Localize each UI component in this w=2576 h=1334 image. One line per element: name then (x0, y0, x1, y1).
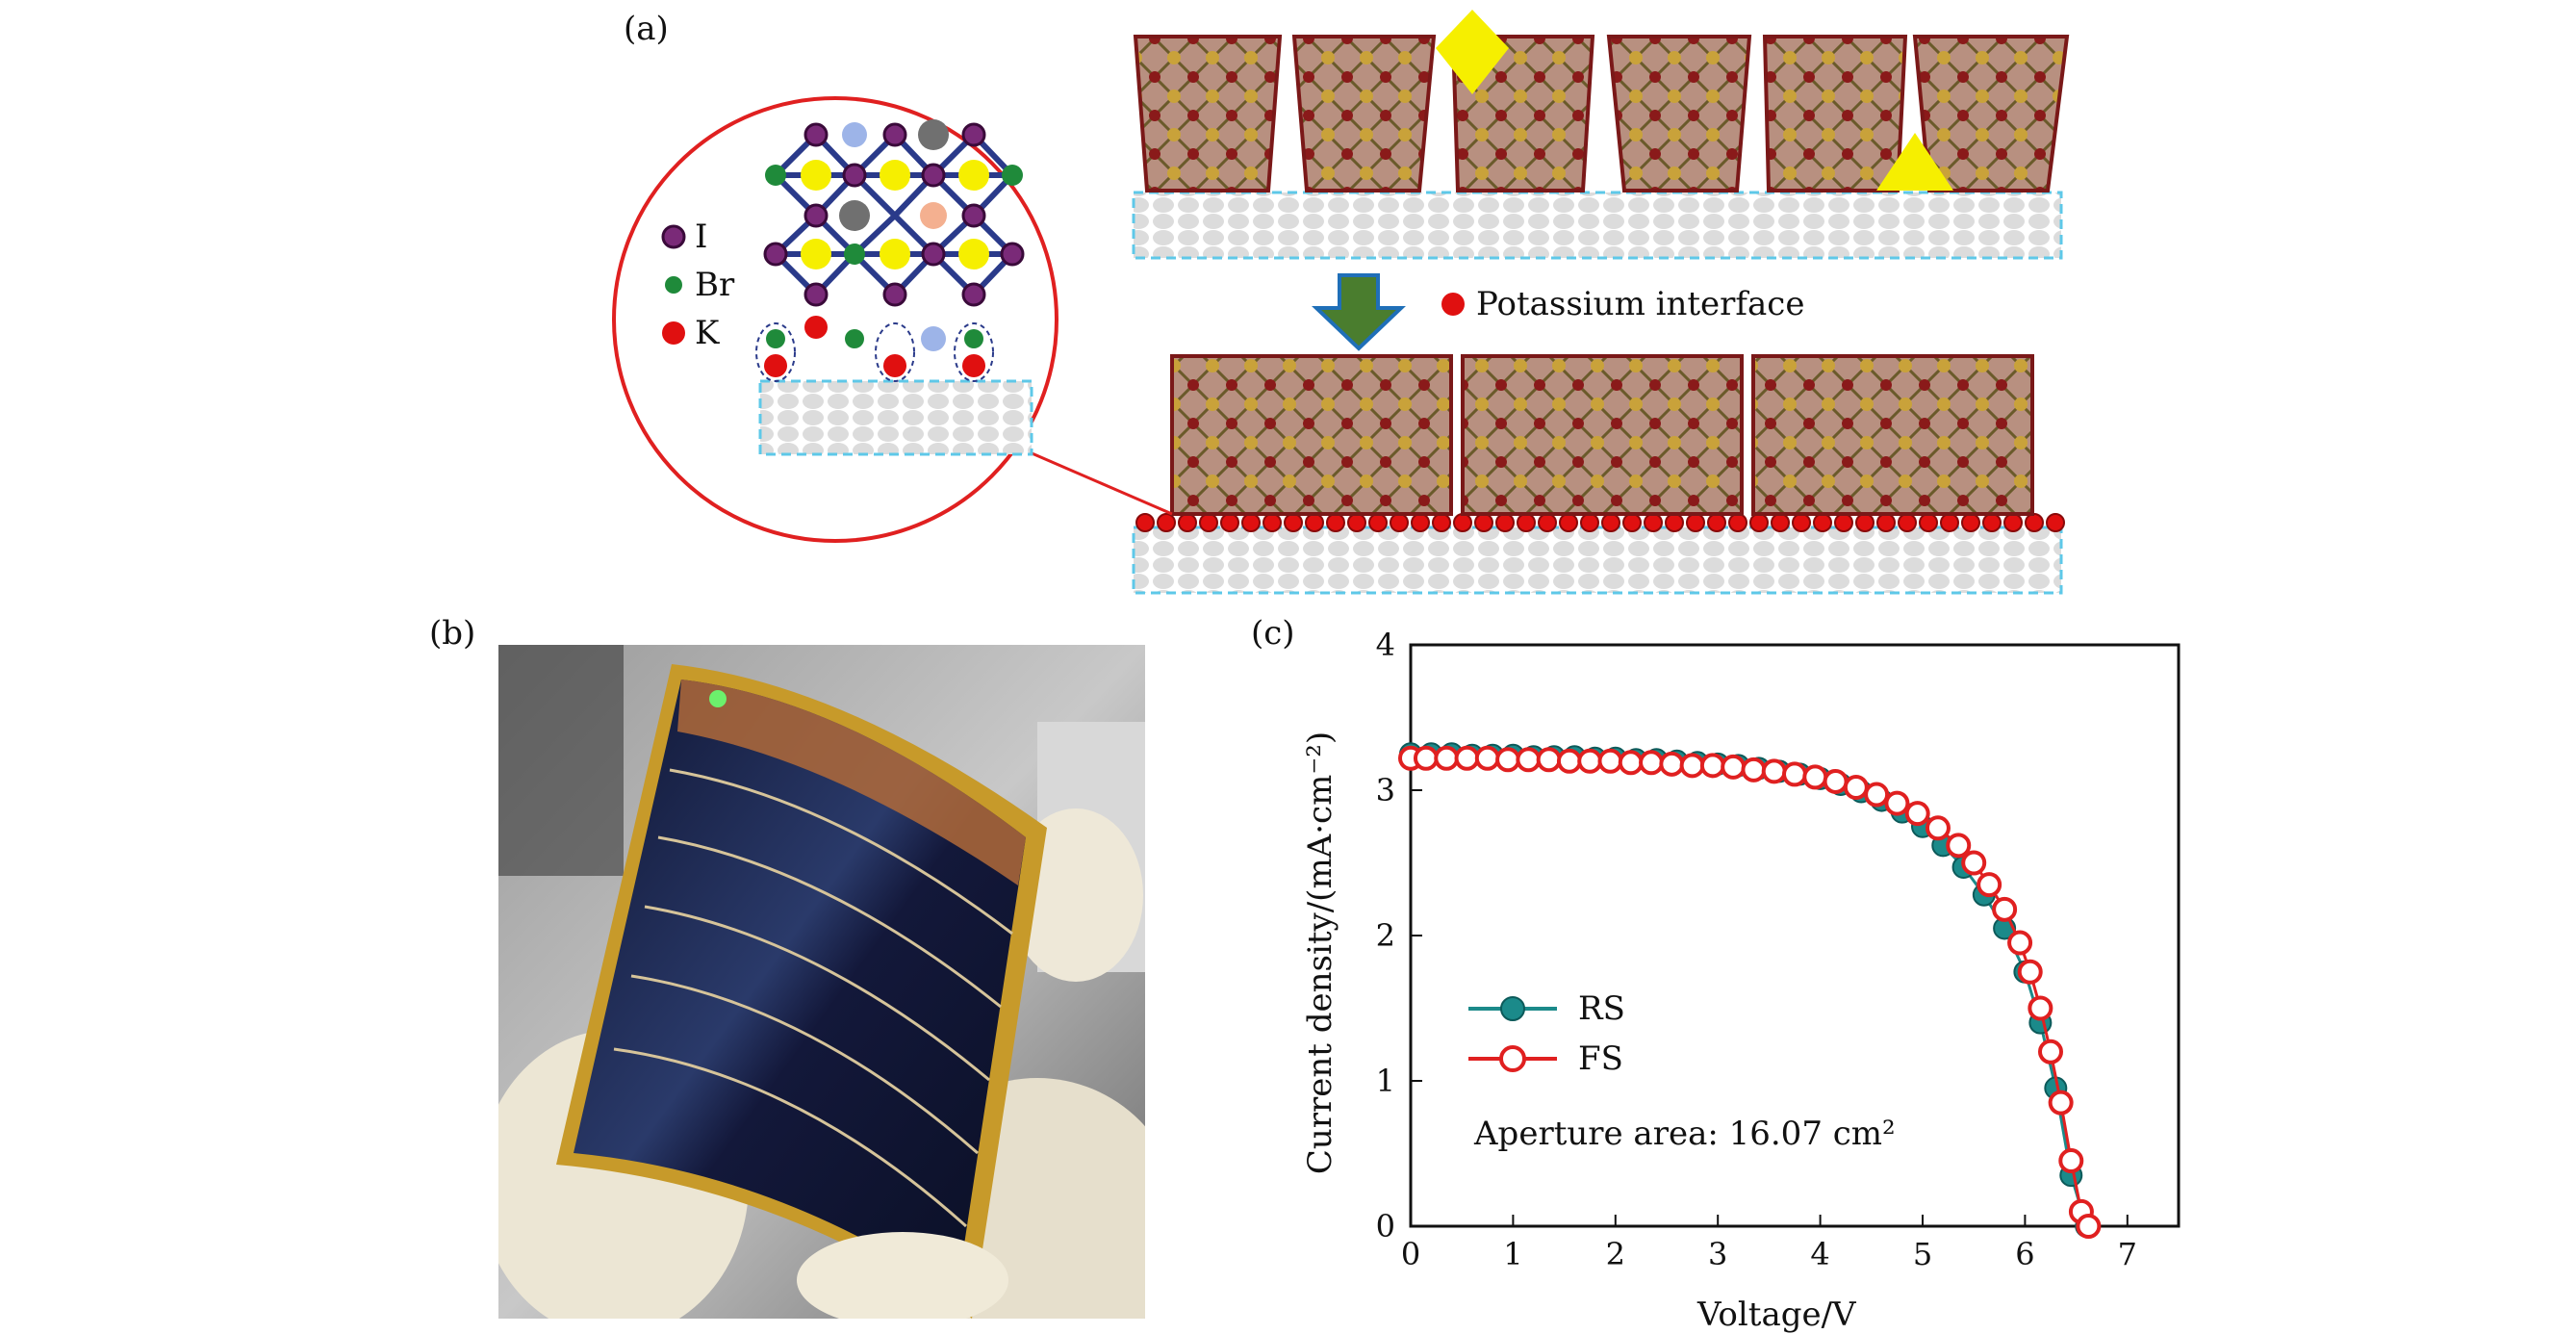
data-point-fs (1474, 745, 1500, 771)
y-axis-title: Current density/(mA·cm⁻²) (1301, 731, 1339, 1175)
x-tick-label: 0 (1401, 1236, 1420, 1272)
data-point-fs (1639, 750, 1665, 776)
data-point-fs (1699, 753, 1725, 779)
x-tick-label: 4 (1810, 1236, 1829, 1272)
data-point-fs (1761, 758, 1787, 784)
data-point-fs (1536, 747, 1562, 773)
data-point-fs (1721, 754, 1747, 780)
legend-bromine-label: Br (695, 266, 735, 304)
data-point-fs (1434, 745, 1460, 771)
data-point-fs (1946, 833, 1972, 859)
substrate-bottom (1132, 526, 2063, 595)
defect-diamond-icon (1436, 10, 1509, 94)
potassium-interface-label: Potassium interface (1476, 285, 1805, 323)
iodine-legend-icon (661, 224, 686, 249)
defect-triangle-icon (1876, 133, 1953, 191)
data-point-fs (1413, 745, 1439, 771)
data-point-fs (1977, 872, 2002, 898)
chart-annotation: Aperture area: 16.07 cm² (1474, 1115, 1896, 1153)
x-tick-label: 2 (1606, 1236, 1625, 1272)
legend-fs-marker (1499, 1045, 1526, 1072)
x-tick-label: 7 (2118, 1236, 2137, 1272)
flexible-solar-module-photo (498, 645, 1145, 1319)
zoomed-atoms (755, 119, 1025, 382)
y-tick-label: 4 (1376, 627, 1395, 663)
data-point-fs (2028, 995, 2053, 1021)
legend-potassium-label: K (695, 314, 720, 352)
data-point-fs (1516, 747, 1542, 773)
data-point-fs (1961, 850, 1987, 876)
data-point-fs (2038, 1039, 2063, 1065)
data-point-fs (1679, 753, 1705, 779)
data-point-fs (1823, 768, 1849, 794)
callout-line-1 (1029, 450, 1173, 516)
x-tick-label: 6 (2015, 1236, 2034, 1272)
y-tick-label: 1 (1376, 1063, 1395, 1099)
data-point-fs (1495, 747, 1521, 773)
data-point-fs (1577, 748, 1603, 774)
data-point-fs (1782, 761, 1807, 787)
data-point-fs (2076, 1214, 2102, 1239)
grains-bottom (1170, 354, 2034, 516)
data-point-fs (1597, 748, 1623, 774)
y-tick-label: 2 (1376, 917, 1395, 954)
x-tick-label: 3 (1708, 1236, 1727, 1272)
data-point-fs (1556, 748, 1582, 774)
y-tick-label: 3 (1376, 772, 1395, 808)
panel-a-label: (a) (624, 10, 669, 48)
panel-b-label: (b) (429, 614, 476, 653)
series-line-rs (1411, 752, 2088, 1227)
legend-fs-label: FS (1578, 1039, 1623, 1078)
data-point-fs (1618, 750, 1644, 776)
data-point-fs (1904, 801, 1930, 827)
potassium-dot-icon (1441, 293, 1465, 316)
legend-iodine-label: I (695, 218, 708, 256)
legend-rs-marker (1500, 996, 1525, 1021)
grains-top (1133, 35, 2070, 192)
data-point-fs (1659, 751, 1685, 777)
data-point-fs (1925, 815, 1951, 841)
data-point-fs (2058, 1148, 2084, 1174)
legend-rs-label: RS (1578, 989, 1625, 1028)
data-point-fs (1864, 782, 1890, 808)
potassium-legend-icon (662, 321, 685, 345)
series-line-fs (1411, 757, 2090, 1227)
x-tick-label: 1 (1503, 1236, 1522, 1272)
data-point-fs (1843, 774, 1869, 800)
bromine-legend-icon (665, 276, 682, 294)
schematic-diagram (612, 10, 2070, 595)
x-tick-label: 5 (1913, 1236, 1932, 1272)
panel-c-label: (c) (1251, 614, 1295, 653)
substrate-top (1132, 191, 2063, 260)
data-point-fs (1741, 757, 1767, 782)
data-point-fs (2017, 959, 2043, 985)
x-axis-title: Voltage/V (1697, 1296, 1856, 1334)
data-point-fs (1454, 745, 1480, 771)
data-point-fs (1992, 896, 2018, 922)
y-tick-label: 0 (1376, 1208, 1395, 1244)
data-point-fs (1884, 790, 1910, 816)
data-point-fs (2007, 930, 2033, 956)
data-point-fs (2048, 1090, 2074, 1116)
data-point-fs (1802, 764, 1828, 790)
down-arrow-icon (1312, 273, 1406, 351)
